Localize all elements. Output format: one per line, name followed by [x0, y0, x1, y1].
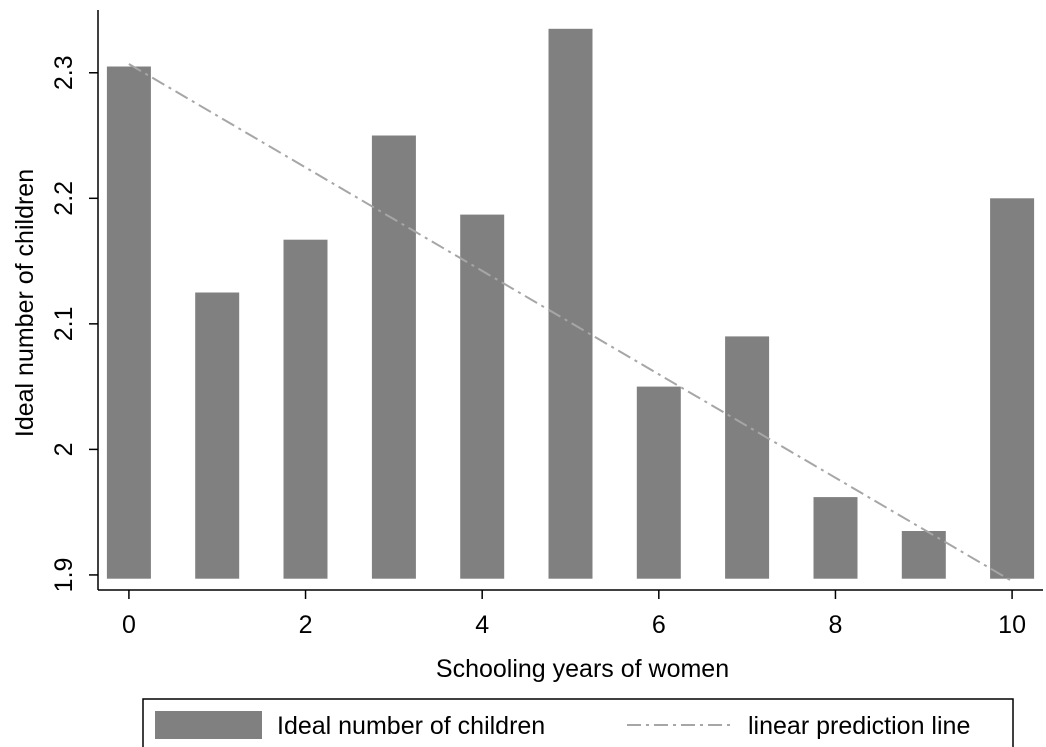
y-tick-label-2.3: 2.3 — [50, 55, 78, 90]
legend-bar-label: Ideal number of children — [277, 712, 545, 740]
bar-8 — [813, 497, 858, 579]
legend-bar-swatch — [155, 711, 262, 739]
y-tick-label-2: 2 — [50, 442, 78, 456]
bar-3 — [371, 135, 416, 579]
x-tick-label-2: 2 — [299, 611, 313, 639]
x-tick-label-8: 8 — [829, 611, 843, 639]
y-tick-label-2.2: 2.2 — [50, 181, 78, 216]
legend-line-label: linear prediction line — [748, 712, 970, 740]
bar-10 — [990, 198, 1035, 579]
bar-7 — [725, 336, 770, 579]
bar-2 — [283, 239, 328, 579]
x-axis-title: Schooling years of women — [436, 655, 729, 683]
y-tick-label-1.9: 1.9 — [50, 558, 78, 593]
bar-6 — [636, 386, 681, 579]
x-tick-label-4: 4 — [475, 611, 489, 639]
x-tick-label-0: 0 — [122, 611, 136, 639]
y-axis-title: Ideal number of children — [11, 169, 39, 437]
bar-1 — [195, 292, 240, 579]
x-tick-label-6: 6 — [652, 611, 666, 639]
y-tick-label-2.1: 2.1 — [50, 306, 78, 341]
bars-layer — [106, 28, 1035, 579]
bar-5 — [548, 28, 593, 579]
bar-0 — [106, 66, 151, 579]
prediction-line-layer — [128, 63, 1013, 583]
axes-layer — [97, 10, 1043, 591]
legend: Ideal number of children linear predicti… — [142, 698, 1014, 747]
linear-prediction-line — [128, 63, 1013, 583]
legend-box — [142, 698, 1014, 747]
ticks-layer: 0 2 4 6 8 10 1.9 2 2.1 2.2 2.3 — [50, 55, 1026, 639]
bar-4 — [460, 214, 505, 579]
x-tick-label-10: 10 — [998, 611, 1026, 639]
